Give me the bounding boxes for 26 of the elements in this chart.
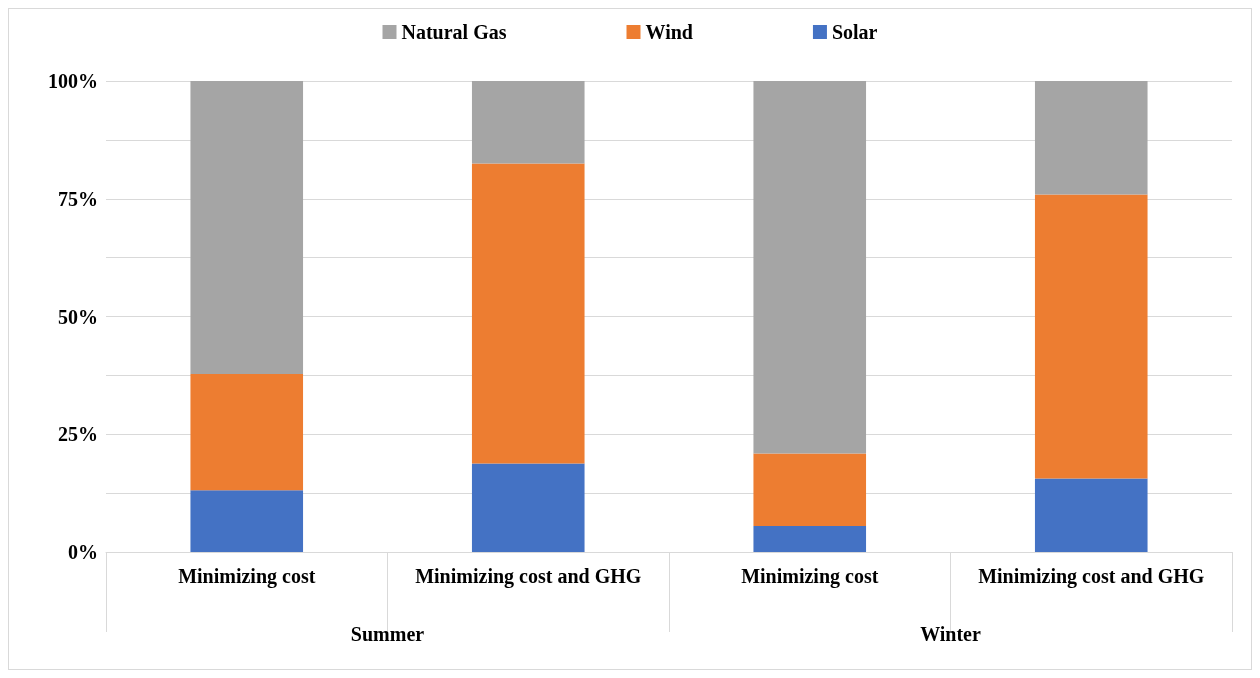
y-tick-label: 75% xyxy=(58,187,98,210)
x-tick-label: Minimizing cost xyxy=(178,565,316,588)
legend-label: Solar xyxy=(831,21,878,43)
text: Winter xyxy=(920,623,981,645)
bar xyxy=(1034,194,1148,479)
bar xyxy=(753,526,867,552)
x-tick-label: Minimizing cost and GHG xyxy=(978,565,1205,588)
y-tick-label: 100% xyxy=(48,70,98,92)
bar xyxy=(190,81,304,374)
bar xyxy=(190,490,304,552)
bar xyxy=(1034,81,1148,195)
x-tick-label: Minimizing cost and GHG xyxy=(415,565,642,588)
x-tick-label: Minimizing cost xyxy=(741,565,879,588)
legend-label: Natural Gas xyxy=(401,21,507,43)
bar xyxy=(1034,478,1148,552)
y-tick-label: 25% xyxy=(58,423,98,446)
y-tick-label: 50% xyxy=(58,305,98,328)
legend-label: Wind xyxy=(645,21,693,43)
text: Summer xyxy=(350,623,425,645)
bar xyxy=(190,373,304,491)
bar xyxy=(471,463,585,552)
bar xyxy=(471,81,585,164)
bar xyxy=(471,163,585,464)
bar xyxy=(753,453,867,527)
y-tick-label: 0% xyxy=(68,541,98,563)
bar xyxy=(753,81,867,454)
